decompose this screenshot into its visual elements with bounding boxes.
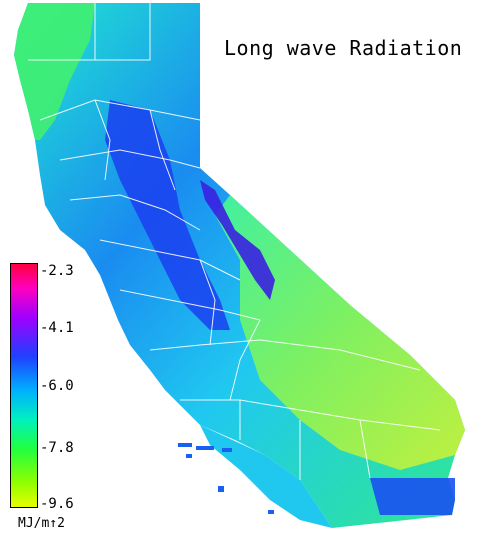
legend-tick-2: -4.1: [40, 320, 74, 336]
legend-colorbar: [10, 263, 38, 508]
legend-tick-1: -2.3: [40, 263, 74, 279]
map-title: Long wave Radiation: [224, 36, 463, 60]
south-east-region: [370, 478, 455, 515]
legend-unit: MJ/m↑2: [18, 516, 65, 531]
south-coast-region: [200, 425, 332, 528]
legend-tick-3: -6.0: [40, 378, 74, 394]
county-boundaries: [28, 3, 441, 480]
north-coast-region: [14, 3, 95, 140]
legend-tick-5: -9.6: [40, 496, 74, 512]
sierra-region: [200, 180, 275, 300]
legend-tick-4: -7.8: [40, 440, 74, 456]
channel-islands: [178, 443, 274, 514]
colorbar-gradient: [11, 264, 37, 507]
central-valley-region: [105, 100, 230, 330]
eastern-desert-region: [215, 195, 465, 470]
